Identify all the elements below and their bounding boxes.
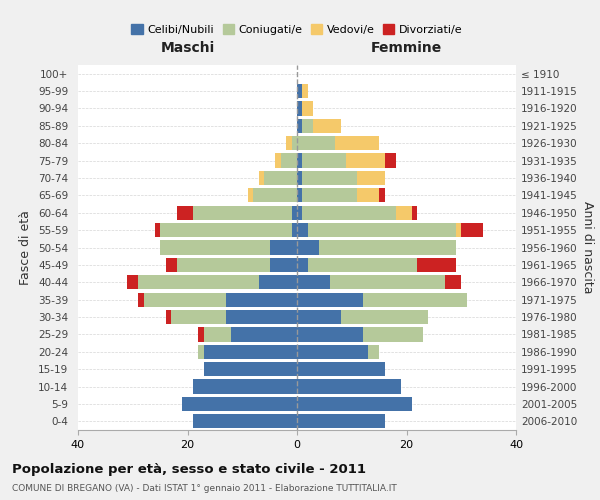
Bar <box>253 188 297 202</box>
Bar <box>193 414 297 428</box>
Bar <box>368 344 379 359</box>
Bar <box>297 258 308 272</box>
Bar <box>182 397 297 411</box>
Bar <box>226 292 297 307</box>
Bar <box>297 223 308 237</box>
Bar <box>297 414 385 428</box>
Bar <box>412 206 418 220</box>
Bar <box>302 171 357 185</box>
Bar <box>292 136 297 150</box>
Bar <box>286 136 292 150</box>
Bar <box>297 84 302 98</box>
Bar <box>308 258 418 272</box>
Bar <box>166 258 176 272</box>
Bar <box>138 275 259 289</box>
Bar <box>232 328 297 342</box>
Bar <box>297 397 412 411</box>
Bar <box>269 240 297 254</box>
Bar <box>297 275 330 289</box>
Bar <box>297 362 385 376</box>
Bar <box>357 188 379 202</box>
Bar <box>395 206 412 220</box>
Bar <box>155 223 160 237</box>
Bar <box>138 292 144 307</box>
Bar <box>335 136 379 150</box>
Text: COMUNE DI BREGANO (VA) - Dati ISTAT 1° gennaio 2011 - Elaborazione TUTTITALIA.IT: COMUNE DI BREGANO (VA) - Dati ISTAT 1° g… <box>12 484 397 493</box>
Bar <box>302 102 313 116</box>
Y-axis label: Fasce di età: Fasce di età <box>19 210 32 285</box>
Bar <box>160 240 269 254</box>
Bar <box>302 206 395 220</box>
Legend: Celibi/Nubili, Coniugati/e, Vedovi/e, Divorziati/e: Celibi/Nubili, Coniugati/e, Vedovi/e, Di… <box>127 20 467 39</box>
Bar <box>297 102 302 116</box>
Bar <box>362 292 467 307</box>
Bar <box>385 154 395 168</box>
Bar <box>341 310 428 324</box>
Bar <box>297 344 368 359</box>
Bar <box>275 154 281 168</box>
Bar <box>193 206 292 220</box>
Bar <box>292 206 297 220</box>
Bar <box>226 310 297 324</box>
Bar <box>418 258 456 272</box>
Bar <box>297 154 302 168</box>
Bar <box>176 258 269 272</box>
Bar <box>456 223 461 237</box>
Bar <box>297 240 319 254</box>
Bar <box>281 154 297 168</box>
Bar <box>176 206 193 220</box>
Bar <box>259 171 264 185</box>
Bar <box>297 136 335 150</box>
Bar <box>193 380 297 394</box>
Bar <box>144 292 226 307</box>
Bar <box>199 344 204 359</box>
Bar <box>259 275 297 289</box>
Bar <box>297 171 302 185</box>
Bar <box>166 310 171 324</box>
Bar <box>199 328 204 342</box>
Bar <box>269 258 297 272</box>
Y-axis label: Anni di nascita: Anni di nascita <box>581 201 594 294</box>
Bar <box>248 188 253 202</box>
Bar <box>362 328 423 342</box>
Bar <box>297 310 341 324</box>
Bar <box>308 223 456 237</box>
Bar <box>292 223 297 237</box>
Bar <box>297 118 302 133</box>
Bar <box>204 328 232 342</box>
Bar <box>297 292 362 307</box>
Bar <box>357 171 385 185</box>
Bar <box>313 118 341 133</box>
Text: Popolazione per età, sesso e stato civile - 2011: Popolazione per età, sesso e stato civil… <box>12 462 366 475</box>
Bar <box>302 154 346 168</box>
Bar <box>379 188 385 202</box>
Bar <box>461 223 483 237</box>
Bar <box>297 328 362 342</box>
Bar <box>160 223 292 237</box>
Bar <box>204 344 297 359</box>
Bar <box>319 240 456 254</box>
Bar <box>264 171 297 185</box>
Bar <box>302 84 308 98</box>
Bar <box>346 154 385 168</box>
Bar <box>302 118 313 133</box>
Bar <box>171 310 226 324</box>
Bar <box>297 188 302 202</box>
Bar <box>302 188 357 202</box>
Bar <box>330 275 445 289</box>
Bar <box>127 275 138 289</box>
Text: Maschi: Maschi <box>160 42 215 56</box>
Bar <box>204 362 297 376</box>
Bar <box>297 380 401 394</box>
Bar <box>445 275 461 289</box>
Text: Femmine: Femmine <box>371 42 442 56</box>
Bar <box>297 206 302 220</box>
